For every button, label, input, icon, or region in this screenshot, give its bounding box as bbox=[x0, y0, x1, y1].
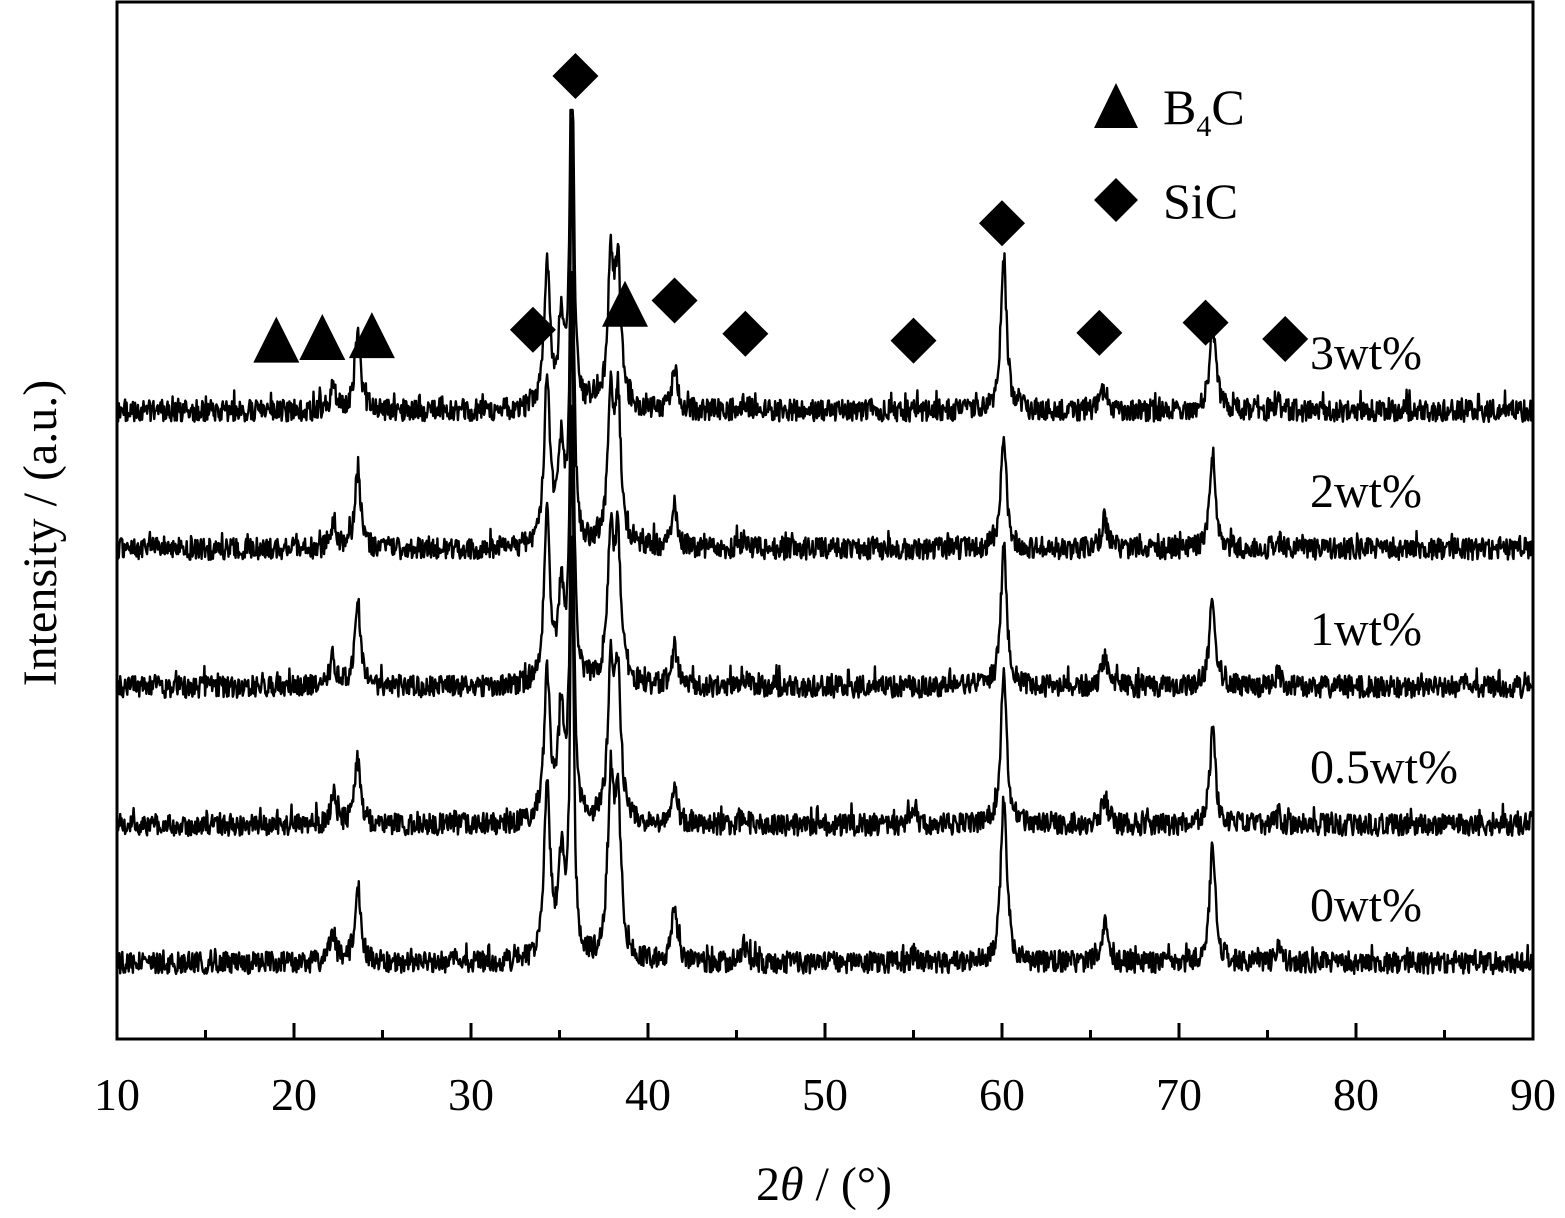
sic-marker bbox=[509, 306, 556, 353]
legend-diamond-marker bbox=[1094, 178, 1138, 222]
trace-2wt- bbox=[116, 117, 1534, 561]
x-axis-title: 2θ / (°) bbox=[756, 1158, 892, 1211]
b4c-marker bbox=[348, 312, 395, 359]
series-label: 0wt% bbox=[1310, 879, 1422, 932]
sic-marker bbox=[1076, 309, 1123, 356]
b4c-marker bbox=[299, 314, 346, 361]
y-axis-title: Intensity / (a.u.) bbox=[14, 380, 67, 687]
legend-b4c-label: B4C bbox=[1163, 79, 1245, 143]
x-tick-label: 50 bbox=[802, 1069, 848, 1120]
x-tick-label: 20 bbox=[271, 1069, 317, 1120]
x-axis-ticks bbox=[115, 1023, 1535, 1039]
sic-marker bbox=[552, 53, 599, 99]
b4c-marker bbox=[601, 280, 648, 327]
sic-marker bbox=[1262, 316, 1309, 363]
trace-0-5wt- bbox=[116, 404, 1533, 838]
x-tick-label: 40 bbox=[625, 1069, 671, 1120]
b4c-marker bbox=[253, 316, 300, 363]
sic-marker bbox=[890, 317, 937, 364]
legend-triangle-marker bbox=[1094, 83, 1138, 128]
phase-markers bbox=[253, 53, 1309, 364]
trace-1wt- bbox=[116, 270, 1533, 699]
sic-marker bbox=[722, 310, 769, 357]
x-tick-label: 70 bbox=[1156, 1069, 1202, 1120]
x-tick-label: 80 bbox=[1333, 1069, 1379, 1120]
legend-sic-label: SiC bbox=[1163, 173, 1238, 229]
x-axis-tick-labels: 10 20 30 40 50 60 70 80 90 bbox=[94, 1069, 1556, 1120]
series-label: 0.5wt% bbox=[1310, 741, 1458, 794]
trace-0wt- bbox=[116, 535, 1533, 976]
series-label: 3wt% bbox=[1310, 327, 1422, 380]
legend: B4C SiC bbox=[1094, 79, 1245, 229]
series-label: 1wt% bbox=[1310, 603, 1422, 656]
trace-3wt- bbox=[116, 108, 1534, 423]
sic-marker bbox=[651, 277, 698, 324]
diffraction-traces bbox=[116, 108, 1534, 976]
series-label: 2wt% bbox=[1310, 465, 1422, 518]
sic-marker bbox=[1182, 299, 1229, 346]
x-tick-label: 90 bbox=[1510, 1069, 1556, 1120]
series-labels: 3wt% 2wt% 1wt% 0.5wt% 0wt% bbox=[1310, 327, 1458, 932]
sic-marker bbox=[979, 200, 1025, 247]
x-tick-label: 60 bbox=[979, 1069, 1025, 1120]
x-tick-label: 30 bbox=[448, 1069, 494, 1120]
x-tick-label: 10 bbox=[94, 1069, 140, 1120]
